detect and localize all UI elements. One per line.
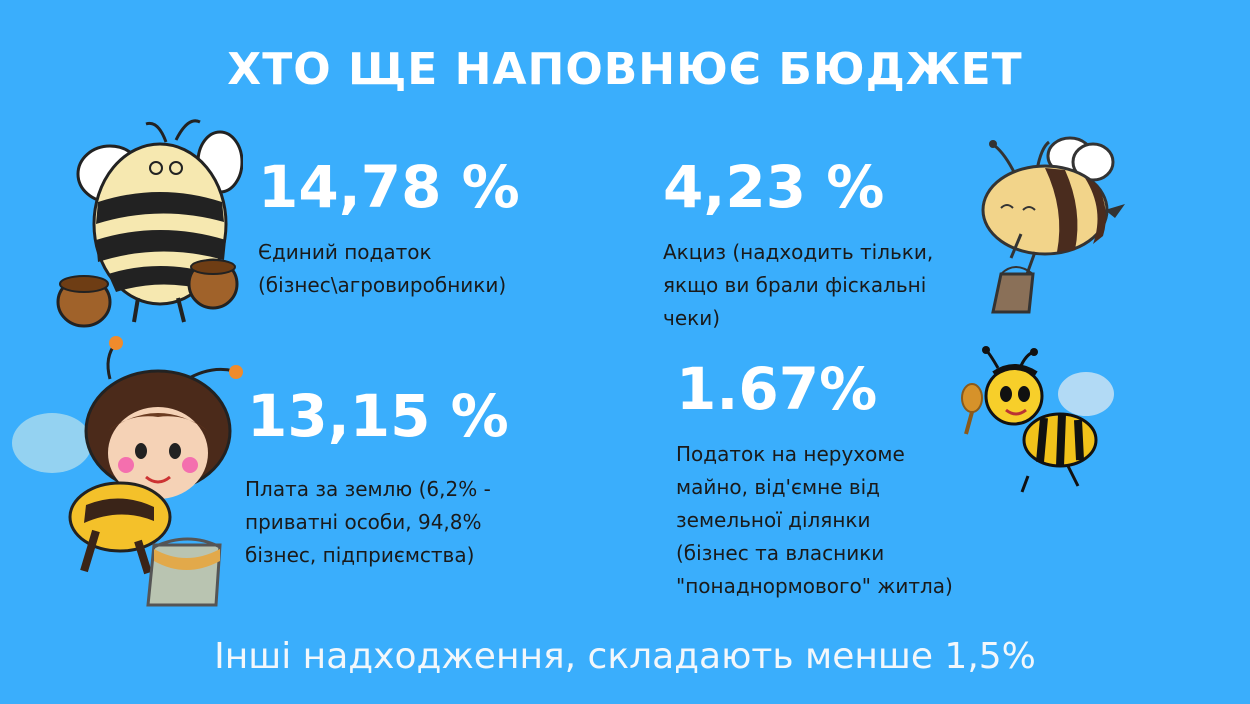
footer-note: Інші надходження, складають менше 1,5% [214,636,1036,677]
stat-percent: 14,78 % [258,153,520,221]
sleepy-bee-with-bucket-illustration [981,136,1125,314]
girl-bee-with-bucket-illustration [12,336,243,607]
bee-with-honey-pots-illustration [56,119,243,328]
stat-percent: 4,23 % [663,153,885,221]
stat-description: Податок на нерухоме майно, від'ємне від … [676,442,953,598]
stat-percent: 1.67% [676,355,878,423]
page-title: ХТО ЩЕ НАПОВНЮЄ БЮДЖЕТ [227,44,1023,95]
stat-description: Плата за землю (6,2% - приватні особи, 9… [245,477,491,567]
stat-description: Єдиний податок (бізнес\агровиробники) [258,240,507,297]
stat-percent: 13,15 % [247,382,509,450]
bee-with-honey-dipper-illustration [961,346,1114,493]
stat-description: Акциз (надходить тільки, якщо ви брали ф… [663,240,934,330]
